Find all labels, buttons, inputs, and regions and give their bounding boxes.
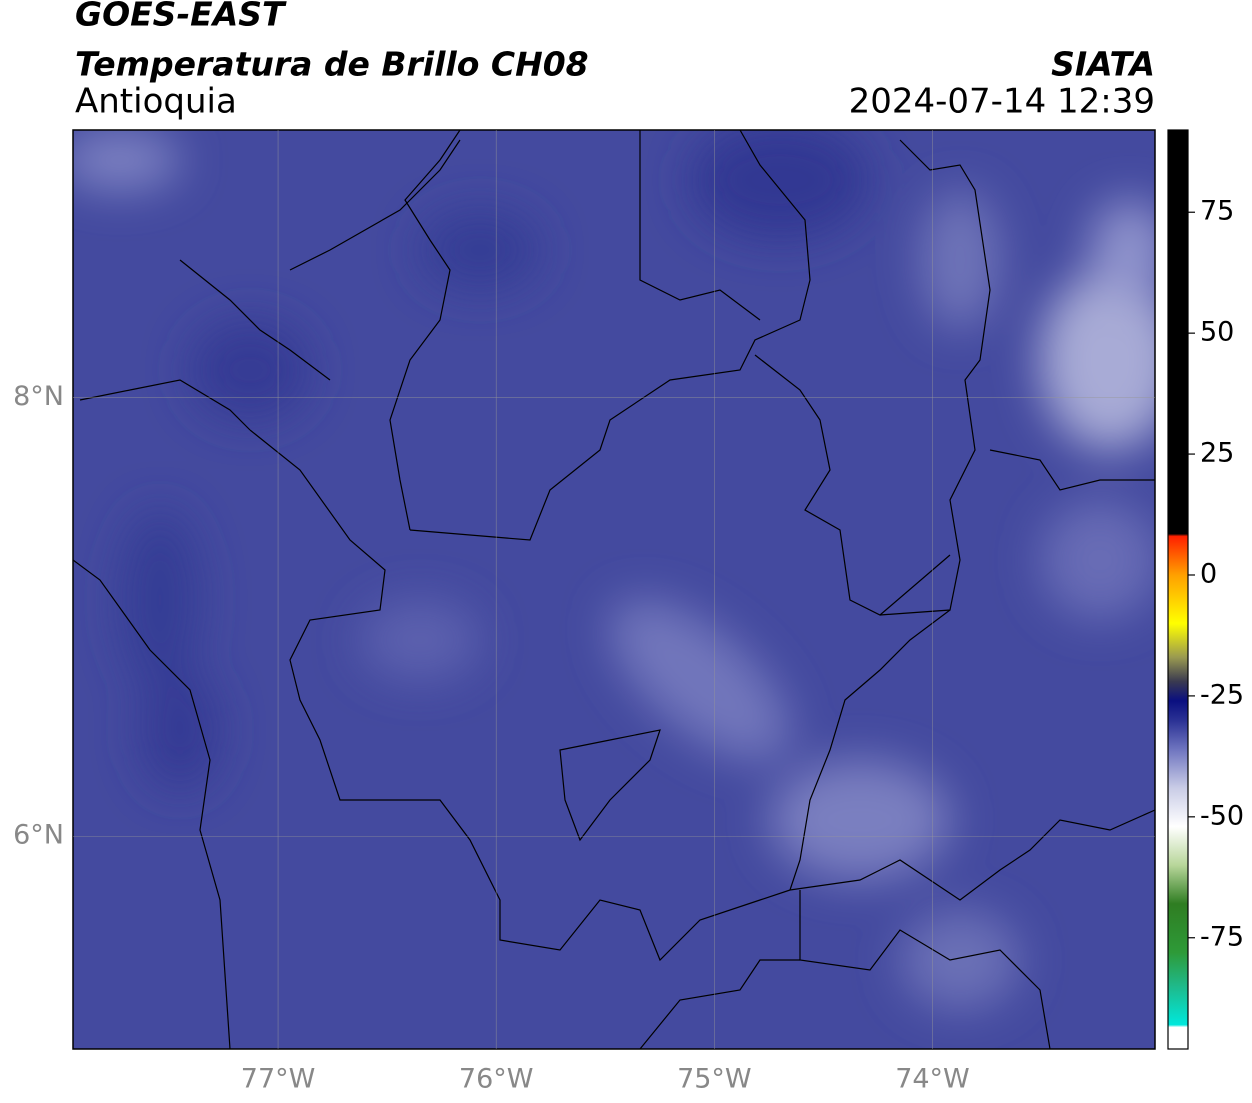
colorbar-tick-label: -50 [1200,800,1244,831]
title: GOES-EAST [75,0,287,34]
map-frame [72,129,1156,1050]
colorbar-tick-label: 0 [1200,558,1217,589]
colorbar-tick-label: 75 [1200,196,1234,227]
brightness-field [73,130,1155,1010]
datetime: 2024-07-14 12:39 [849,82,1155,122]
x-tick-label: 74°W [895,1064,970,1095]
y-tick-label: 6°N [13,820,64,851]
colorbar-tick-label: 50 [1200,317,1234,348]
borders [73,130,1155,1049]
colorbar-tick-label: 25 [1200,438,1234,469]
colorbar-tick-label: -75 [1200,921,1244,952]
map-field [73,130,1155,1049]
x-tick-label: 75°W [677,1064,752,1095]
colorbar-tick-label: -25 [1200,679,1244,710]
source: SIATA [1051,45,1155,84]
colorbar [1167,129,1189,1050]
x-tick-label: 77°W [241,1064,316,1095]
region: Antioquia [75,82,237,122]
y-tick-label: 8°N [13,381,64,412]
subtitle: Temperatura de Brillo CH08 [75,45,589,84]
x-tick-label: 76°W [459,1064,534,1095]
